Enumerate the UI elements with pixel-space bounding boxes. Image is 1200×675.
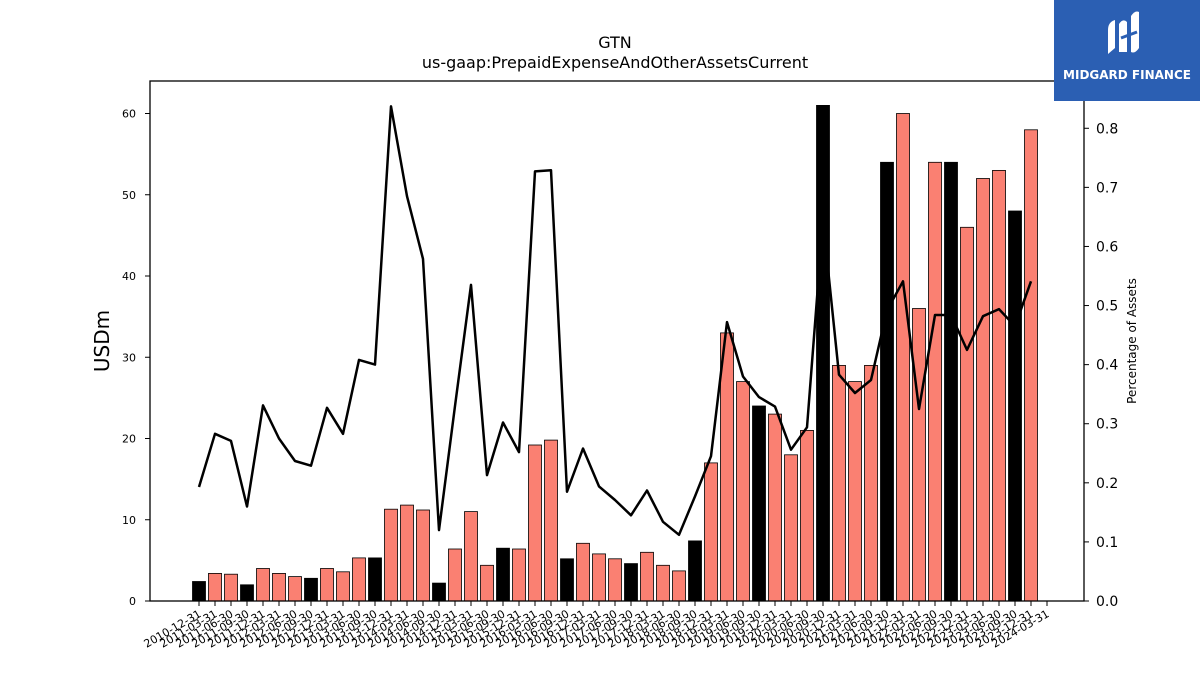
y-tick-label: 60 (122, 108, 136, 121)
bar (464, 511, 478, 602)
bar (288, 576, 302, 602)
y-tick-label: 50 (122, 189, 136, 202)
chart-title: GTN (598, 33, 632, 52)
bar (624, 563, 638, 602)
bar (496, 547, 510, 602)
bar (896, 113, 910, 602)
bar (640, 551, 654, 602)
bar (688, 540, 702, 602)
y-tick-label: 0 (129, 595, 136, 608)
bar (544, 439, 558, 602)
bar (416, 509, 430, 602)
y-tick-label: 30 (122, 351, 136, 364)
y2-tick-label: 0.3 (1096, 417, 1118, 433)
bar (352, 557, 366, 602)
bar (1008, 210, 1022, 602)
y2-tick-label: 0.6 (1096, 239, 1118, 255)
bar (448, 548, 462, 602)
bar (992, 169, 1006, 602)
y2-axis-label: Percentage of Assets (1125, 278, 1139, 404)
y2-tick-label: 0.8 (1096, 121, 1118, 137)
bar (672, 570, 686, 602)
bar (768, 413, 782, 602)
bar (720, 332, 734, 602)
bar (480, 564, 494, 602)
y-tick-label: 20 (122, 433, 136, 446)
y2-tick-label: 0.5 (1096, 299, 1118, 315)
bar (864, 364, 878, 602)
bar (240, 584, 254, 602)
bar (400, 504, 414, 602)
bar (208, 573, 222, 602)
bar (336, 571, 350, 602)
midgard-logo-icon (1108, 11, 1139, 54)
bar (256, 568, 270, 602)
bar (272, 573, 286, 602)
bar (752, 405, 766, 602)
bar (832, 364, 846, 602)
x-axis: 2010-12-312011-03-312011-06-302011-09-30… (142, 601, 1052, 651)
bar (736, 381, 750, 602)
bar (384, 508, 398, 602)
bar (848, 381, 862, 602)
bar (304, 577, 318, 602)
bar (944, 161, 958, 602)
bar (224, 573, 238, 602)
bar (800, 429, 814, 602)
bar (368, 557, 382, 602)
y2-tick-label: 0.4 (1096, 358, 1118, 374)
y-tick-label: 40 (122, 270, 136, 283)
bar (656, 564, 670, 602)
bar (880, 161, 894, 602)
bar (976, 178, 990, 602)
y2-tick-label: 0.0 (1096, 594, 1118, 610)
plot-frame (149, 80, 1085, 602)
bar (1024, 129, 1038, 602)
bar (784, 454, 798, 602)
bar (320, 568, 334, 602)
line-series (197, 105, 1033, 537)
bar (592, 553, 606, 602)
y2-tick-label: 0.7 (1096, 180, 1118, 196)
line-group (197, 105, 1033, 537)
bar (816, 105, 830, 602)
brand-logo: MIDGARD FINANCE (1054, 0, 1200, 101)
bar (576, 542, 590, 602)
bar (512, 548, 526, 602)
bar (704, 462, 718, 602)
bar (912, 308, 926, 602)
bar (608, 558, 622, 602)
bar (960, 226, 974, 602)
right-axis: 0.0 0.1 0.2 0.3 0.4 0.5 0.6 0.7 0.8 (1084, 121, 1118, 610)
y-axis-label: USDm (90, 310, 114, 372)
bar (928, 161, 942, 602)
y2-tick-label: 0.2 (1096, 476, 1118, 492)
y-tick-label: 10 (122, 514, 136, 527)
left-axis: 0 10 20 30 40 50 60 (122, 108, 150, 608)
y2-tick-label: 0.1 (1096, 535, 1118, 551)
bar (432, 582, 446, 602)
brand-name: MIDGARD FINANCE (1063, 68, 1191, 82)
bar (192, 581, 206, 602)
bar (560, 558, 574, 602)
bar-group (192, 105, 1038, 602)
chart-subtitle: us-gaap:PrepaidExpenseAndOtherAssetsCurr… (422, 53, 808, 72)
bar (528, 444, 542, 602)
